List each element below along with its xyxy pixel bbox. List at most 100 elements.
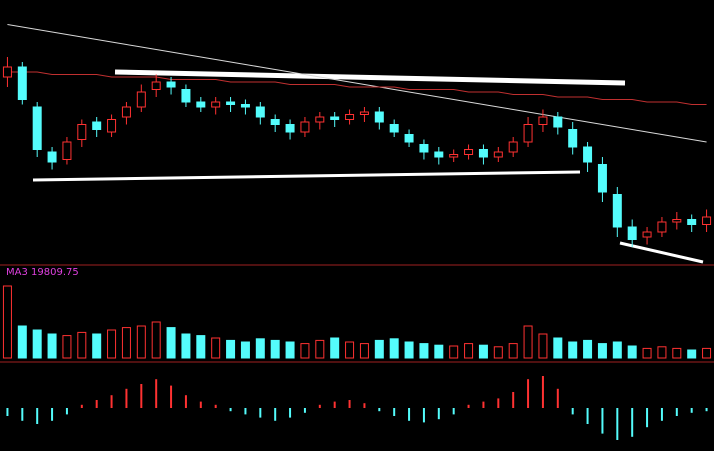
candle-body <box>270 119 280 125</box>
candle-body <box>32 106 42 150</box>
volume-bar <box>702 347 712 359</box>
volume-bar <box>449 345 459 359</box>
volume-bar <box>17 325 27 359</box>
candle-body <box>255 106 265 118</box>
volume-bar <box>597 343 607 359</box>
candle-body <box>374 111 384 123</box>
volume-bar <box>226 339 236 359</box>
volume-bar <box>419 343 429 359</box>
volume-bar <box>434 344 444 359</box>
candle-body <box>285 124 295 133</box>
volume-bar <box>136 325 146 359</box>
candle-body <box>478 149 488 158</box>
volume-bar <box>642 347 652 359</box>
candle-body <box>240 104 250 108</box>
volume-bar <box>92 333 102 359</box>
support-line <box>32 170 581 182</box>
volume-bar <box>240 341 250 359</box>
volume-bar <box>77 331 87 359</box>
volume-bar <box>330 337 340 359</box>
candle-body <box>92 121 102 130</box>
candle-body <box>359 111 369 115</box>
volume-bar <box>374 339 384 359</box>
candle-body <box>47 151 57 163</box>
volume-bar <box>478 344 488 359</box>
candle-body <box>17 66 27 100</box>
volume-bar <box>300 343 310 359</box>
candle-body <box>702 216 712 225</box>
volume-bar <box>508 343 518 359</box>
volume-bar <box>62 335 72 359</box>
candle-body <box>226 101 236 105</box>
candle-body <box>121 106 131 118</box>
candle-body <box>449 154 459 158</box>
volume-bar <box>47 333 57 359</box>
candle-body <box>642 231 652 238</box>
candle-body <box>62 141 72 160</box>
volume-bar <box>255 338 265 359</box>
resistance-line <box>114 69 626 86</box>
candle-body <box>657 221 667 233</box>
ma-line <box>7 24 707 143</box>
candle-body <box>464 149 474 155</box>
volume-bar <box>553 337 563 359</box>
volume-bar <box>523 325 533 359</box>
volume-bar <box>404 341 414 359</box>
volume-bar <box>211 337 221 359</box>
volume-bar <box>270 339 280 359</box>
candle-body <box>568 129 578 148</box>
candle-body <box>553 116 563 128</box>
ma-line <box>7 71 707 105</box>
candle-body <box>2 66 12 78</box>
candle-body <box>493 151 503 158</box>
volume-bar <box>151 321 161 359</box>
volume-bar <box>493 346 503 359</box>
volume-bar <box>32 329 42 359</box>
candle-body <box>434 151 444 158</box>
volume-bar <box>2 285 12 359</box>
volume-bar <box>345 341 355 359</box>
volume-label: MA3 19809.75 <box>6 267 79 278</box>
volume-bar <box>657 346 667 359</box>
candle-body <box>404 134 414 143</box>
candle-body <box>196 101 206 108</box>
candle-body <box>538 116 548 125</box>
candle-body <box>77 124 87 140</box>
volume-bar <box>196 335 206 359</box>
volume-bar <box>672 347 682 359</box>
volume-bar <box>285 341 295 359</box>
candle-body <box>508 141 518 153</box>
candle-body <box>523 124 533 143</box>
candle-body <box>151 81 161 90</box>
volume-bar <box>166 327 176 359</box>
candle-body <box>166 81 176 88</box>
volume-bar <box>538 333 548 359</box>
volume-bar <box>181 333 191 359</box>
candle-body <box>687 219 697 225</box>
volume-bar <box>315 339 325 359</box>
candle-body <box>419 144 429 153</box>
candle-body <box>330 116 340 120</box>
candle-body <box>107 119 117 133</box>
volume-bar <box>107 329 117 359</box>
volume-bar <box>359 343 369 359</box>
volume-bar <box>568 341 578 359</box>
candle-body <box>211 101 221 108</box>
volume-bar <box>687 349 697 359</box>
candle-body <box>627 226 637 240</box>
candle-body <box>136 91 146 108</box>
volume-bar <box>627 345 637 359</box>
candle-body <box>612 194 622 228</box>
volume-bar <box>389 338 399 359</box>
candle-body <box>300 121 310 133</box>
trend-line <box>619 241 704 264</box>
candle-body <box>315 116 325 123</box>
candle-body <box>389 124 399 133</box>
candle-body <box>597 164 607 193</box>
candle-body <box>181 89 191 103</box>
candle-body <box>583 146 593 163</box>
volume-bar <box>583 339 593 359</box>
volume-bar <box>612 341 622 359</box>
candle-body <box>672 219 682 223</box>
